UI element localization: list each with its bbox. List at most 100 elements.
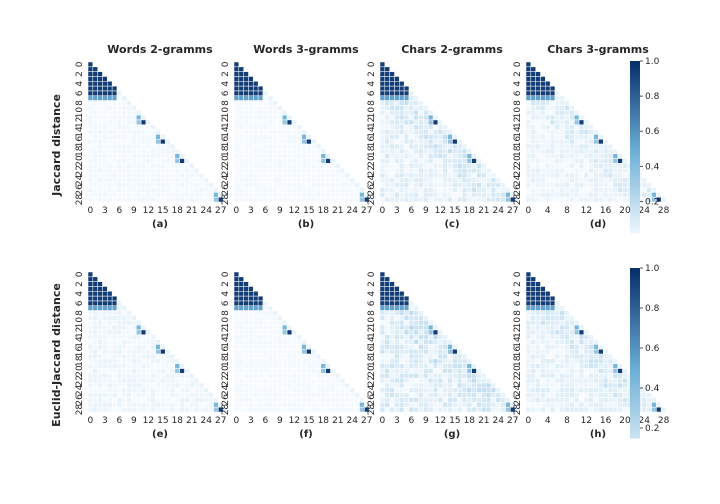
y-tick-label: 0 <box>513 61 523 67</box>
heatmap-cell <box>559 310 565 316</box>
heatmap-cell <box>379 392 386 398</box>
heatmap-cell <box>169 387 176 393</box>
heatmap-cell <box>583 138 590 145</box>
heatmap-cell <box>384 148 390 154</box>
heatmap-cell <box>485 402 492 408</box>
x-tick-label: 16 <box>600 206 612 216</box>
heatmap-cell <box>456 368 463 374</box>
heatmap-cell <box>169 397 176 403</box>
heatmap-cell <box>535 344 541 350</box>
y-tick-label: 12 <box>221 327 231 338</box>
heatmap-cell <box>131 177 137 183</box>
heatmap-cell <box>588 363 594 369</box>
heatmap-cell <box>296 158 302 164</box>
heatmap-cell <box>471 402 477 408</box>
heatmap-cell <box>549 387 556 393</box>
heatmap-cell <box>248 95 254 101</box>
heatmap-cell <box>554 110 561 116</box>
heatmap-cell <box>267 315 273 321</box>
heatmap-cell <box>272 100 278 106</box>
heatmap-cell <box>588 172 594 179</box>
heatmap-cell <box>403 114 410 121</box>
heatmap-cell <box>126 310 132 316</box>
heatmap-cell <box>174 182 180 188</box>
heatmap-cell <box>578 114 585 121</box>
heatmap-cell <box>442 196 448 203</box>
heatmap-cell <box>442 129 448 135</box>
heatmap-cell <box>574 196 580 203</box>
heatmap-cell <box>262 143 269 150</box>
heatmap-cell <box>525 348 532 355</box>
heatmap-cell <box>578 148 585 154</box>
heatmap-cell <box>160 382 166 389</box>
heatmap-cell <box>500 192 506 198</box>
heatmap-cell <box>233 344 240 350</box>
heatmap-cell <box>423 368 429 374</box>
y-tick-label: 24 <box>513 174 523 186</box>
heatmap-cell <box>238 124 244 130</box>
colorbar-segment <box>630 144 640 148</box>
heatmap-cell <box>394 397 400 403</box>
heatmap-cell <box>145 373 152 379</box>
heatmap-cell <box>549 305 556 311</box>
heatmap-cell <box>174 177 180 183</box>
heatmap-cell <box>413 315 419 321</box>
heatmap-cell <box>126 315 132 321</box>
heatmap-cell <box>102 358 108 364</box>
heatmap-cell <box>155 182 161 188</box>
heatmap-cell <box>310 182 317 188</box>
heatmap-cell <box>301 339 307 345</box>
heatmap-cell <box>423 143 429 150</box>
heatmap-cell <box>525 90 532 97</box>
heatmap-cell <box>145 406 152 413</box>
heatmap-cell <box>418 329 424 336</box>
heatmap-cell <box>490 177 497 183</box>
heatmap-cell <box>423 148 429 154</box>
heatmap-cell <box>111 196 118 203</box>
heatmap-cell <box>588 177 594 183</box>
heatmap-cell <box>111 95 118 101</box>
heatmap-cell <box>233 129 240 135</box>
heatmap-cell <box>87 310 94 316</box>
heatmap-cell <box>97 286 103 292</box>
heatmap-cell <box>525 61 532 68</box>
panel-sublabel: (b) <box>298 219 314 230</box>
heatmap-cell <box>291 187 298 193</box>
heatmap-cell <box>320 382 326 389</box>
y-tick-label: 10 <box>221 317 231 329</box>
heatmap-cell <box>262 90 269 97</box>
heatmap-cell <box>549 124 556 130</box>
colorbar-segment <box>630 98 640 102</box>
heatmap-cell <box>461 182 468 188</box>
heatmap-cell <box>413 324 419 331</box>
heatmap-cell <box>102 76 108 82</box>
heatmap-cell <box>262 315 269 321</box>
heatmap-cell <box>184 172 190 179</box>
heatmap-cell <box>267 339 273 345</box>
heatmap-cell <box>310 148 317 154</box>
heatmap-cell <box>126 339 132 345</box>
heatmap-cell <box>121 334 127 340</box>
heatmap-cell <box>267 192 273 198</box>
heatmap-cell <box>432 153 439 159</box>
heatmap-cell <box>612 358 618 364</box>
row-label-euclid-jaccard: Euclid-Jaccard distance <box>50 283 63 427</box>
heatmap-cell <box>481 373 487 379</box>
heatmap-cell <box>189 377 195 384</box>
heatmap-cell <box>282 129 288 135</box>
heatmap-cell <box>602 368 609 374</box>
heatmap-cell <box>549 392 556 398</box>
heatmap-cell <box>535 134 541 140</box>
heatmap-cell <box>559 196 565 203</box>
y-tick-label: 2 <box>513 71 523 77</box>
heatmap-cell <box>423 158 429 164</box>
heatmap-cell <box>564 387 570 393</box>
heatmap-cell <box>574 163 580 169</box>
heatmap-cell <box>564 196 570 203</box>
heatmap-cell <box>310 348 317 355</box>
heatmap-cell <box>413 353 419 360</box>
heatmap-cell <box>384 406 390 413</box>
heatmap-cell <box>564 134 570 140</box>
heatmap-cell <box>233 143 240 150</box>
heatmap-cell <box>408 110 415 116</box>
